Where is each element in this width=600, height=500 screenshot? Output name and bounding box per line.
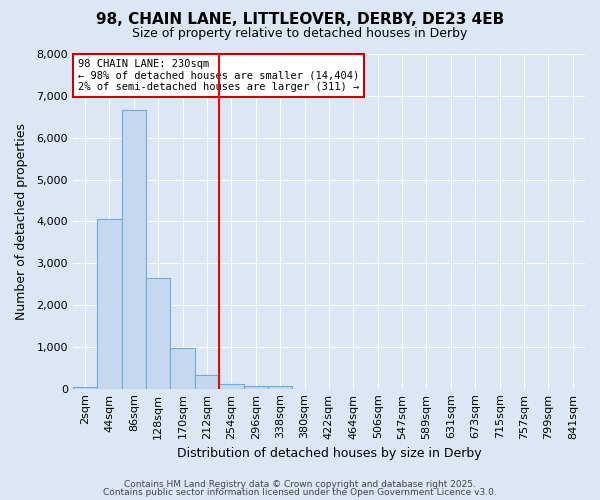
Text: Size of property relative to detached houses in Derby: Size of property relative to detached ho… bbox=[133, 28, 467, 40]
Bar bbox=[170, 348, 195, 389]
Bar bbox=[97, 219, 122, 388]
Y-axis label: Number of detached properties: Number of detached properties bbox=[15, 123, 28, 320]
X-axis label: Distribution of detached houses by size in Derby: Distribution of detached houses by size … bbox=[176, 447, 481, 460]
Bar bbox=[244, 386, 268, 388]
Bar bbox=[146, 278, 170, 388]
Bar bbox=[122, 110, 146, 388]
Text: 98 CHAIN LANE: 230sqm
← 98% of detached houses are smaller (14,404)
2% of semi-d: 98 CHAIN LANE: 230sqm ← 98% of detached … bbox=[78, 59, 359, 92]
Text: 98, CHAIN LANE, LITTLEOVER, DERBY, DE23 4EB: 98, CHAIN LANE, LITTLEOVER, DERBY, DE23 … bbox=[96, 12, 504, 28]
Bar bbox=[195, 375, 219, 388]
Text: Contains HM Land Registry data © Crown copyright and database right 2025.: Contains HM Land Registry data © Crown c… bbox=[124, 480, 476, 489]
Bar bbox=[268, 386, 292, 388]
Bar bbox=[73, 386, 97, 388]
Text: Contains public sector information licensed under the Open Government Licence v3: Contains public sector information licen… bbox=[103, 488, 497, 497]
Bar bbox=[219, 384, 244, 388]
